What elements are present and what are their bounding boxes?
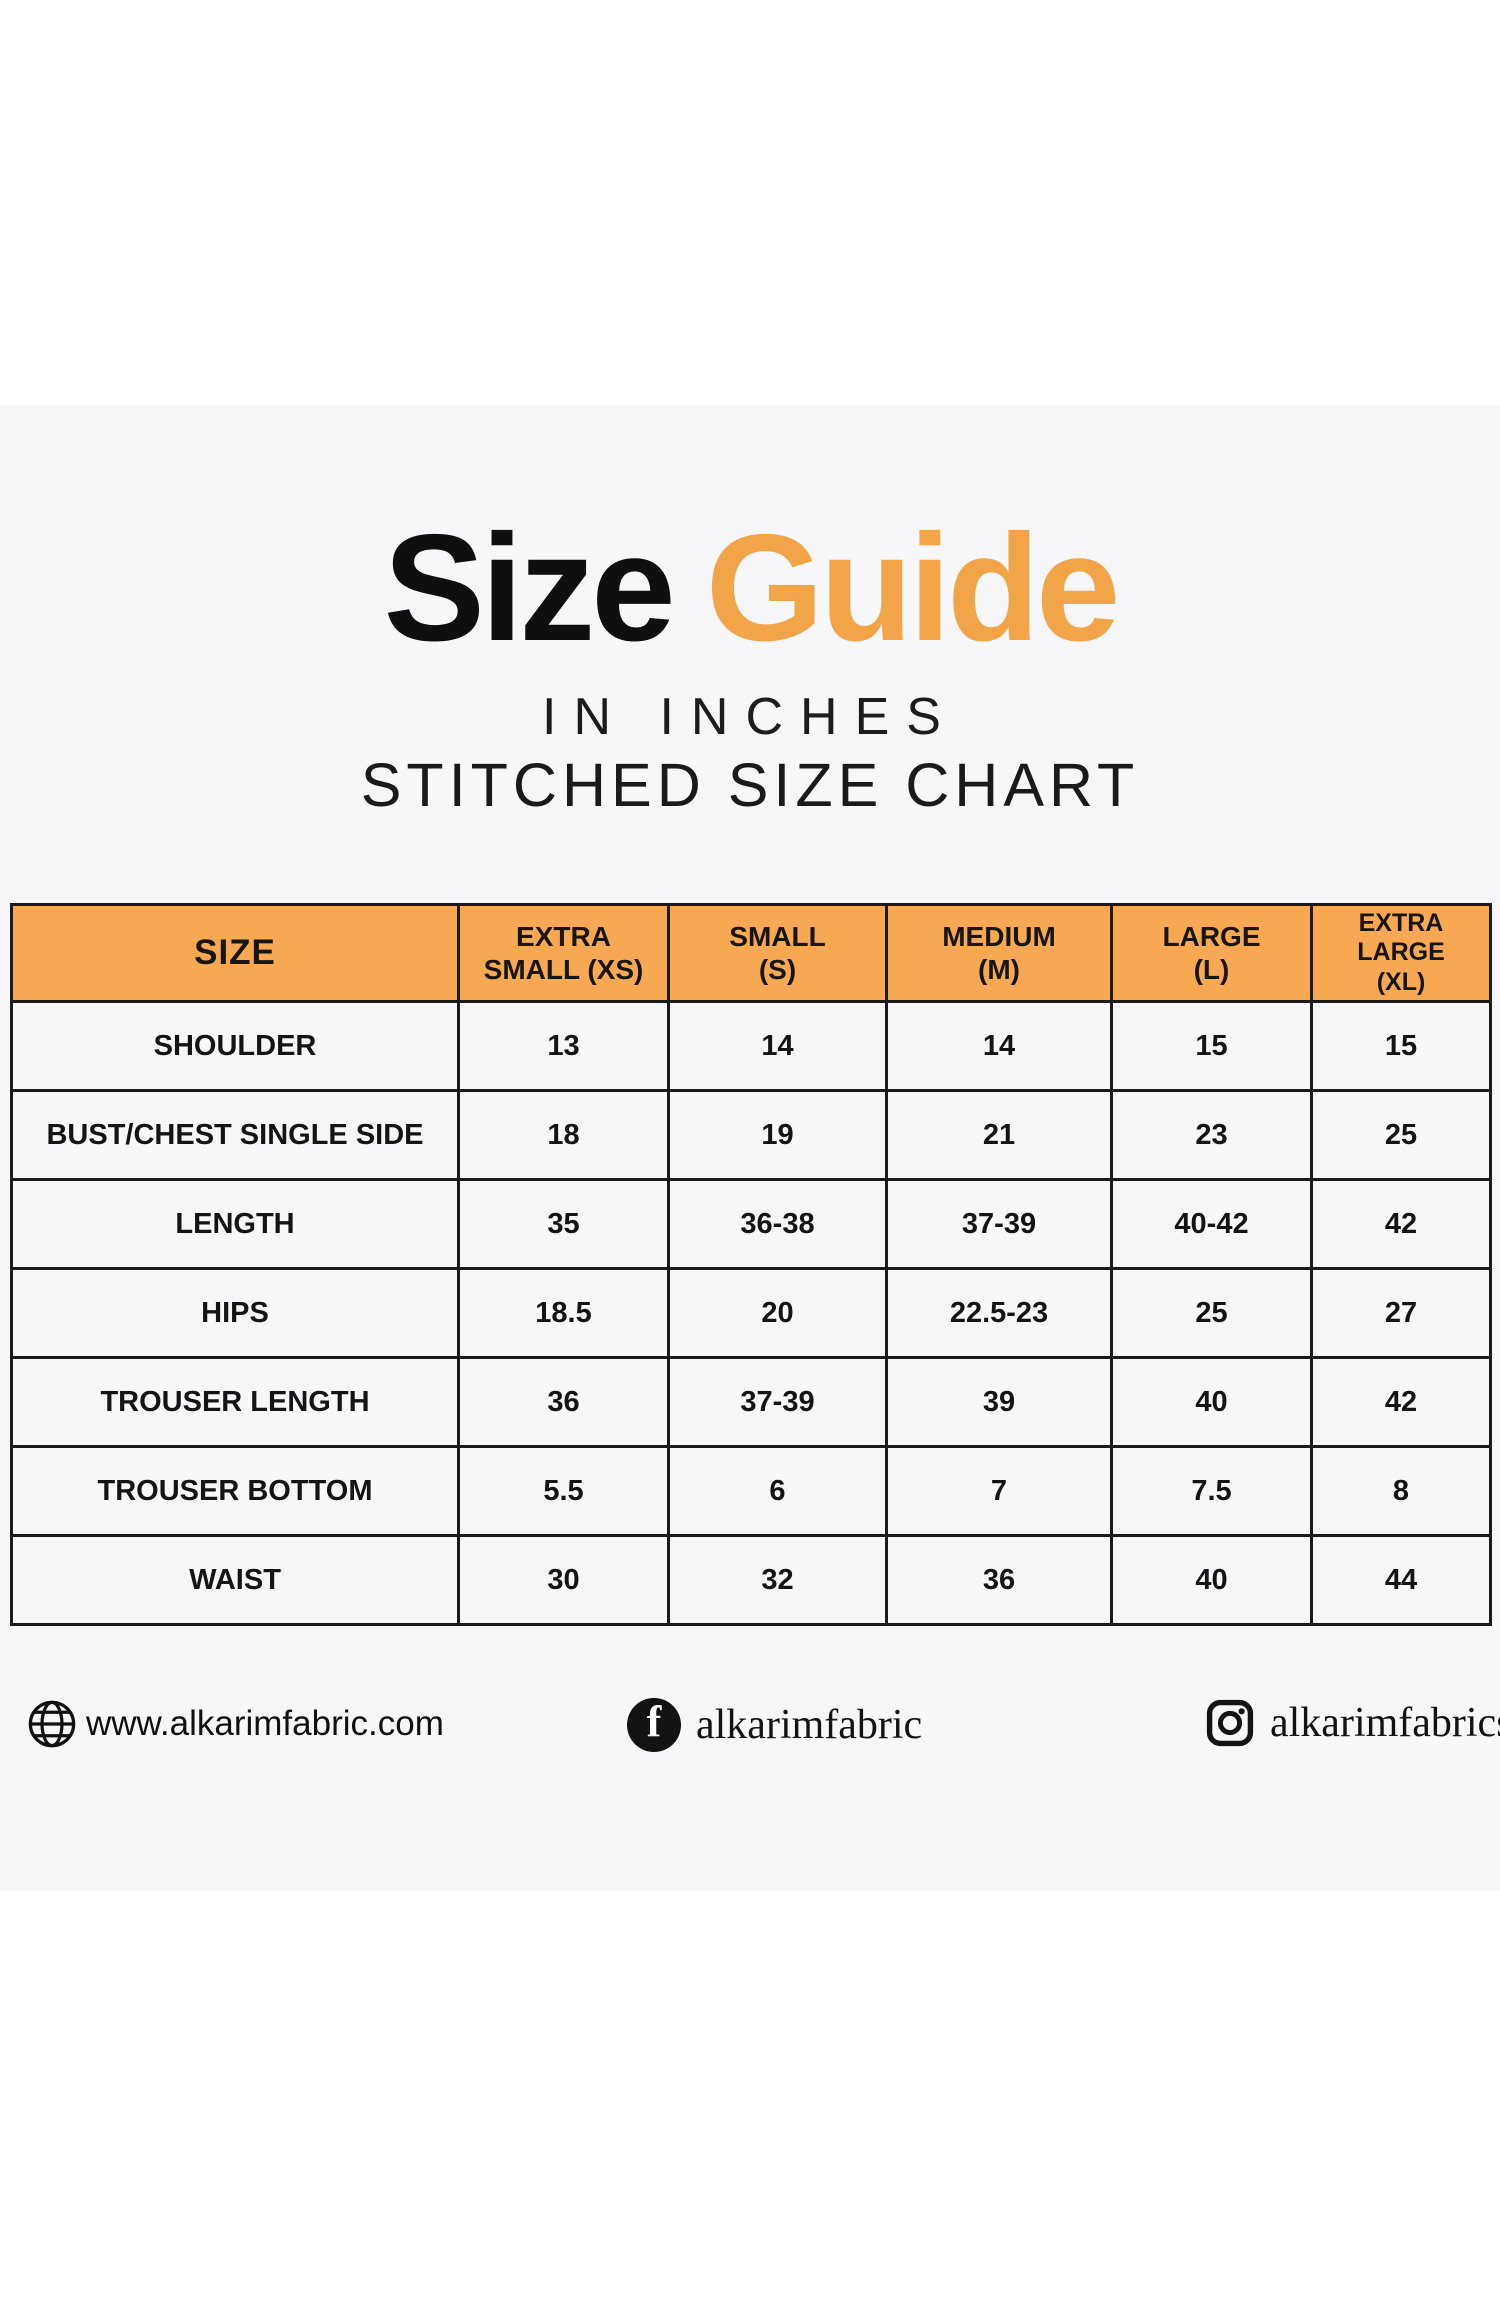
size-value-cell: 39 <box>885 1356 1113 1448</box>
size-value-cell: 25 <box>1110 1267 1313 1359</box>
table-row-waist: WAIST 30 32 36 40 44 <box>10 1534 1492 1626</box>
size-value-cell: 15 <box>1110 1000 1313 1092</box>
size-value-cell: 36-38 <box>667 1178 888 1270</box>
subtitle-stitched-size-chart: STITCHED SIZE CHART <box>360 751 1140 819</box>
row-label: WAIST <box>10 1534 460 1626</box>
instagram-icon <box>1206 1699 1254 1747</box>
size-value-cell: 35 <box>457 1178 670 1270</box>
size-value-cell: 30 <box>457 1534 670 1626</box>
facebook-icon: f <box>627 1698 681 1752</box>
size-value-cell: 5.5 <box>457 1445 670 1537</box>
website-contact: www.alkarimfabric.com <box>26 1698 444 1750</box>
instagram-contact: alkarimfabrics <box>1205 1698 1500 1748</box>
size-value-cell: 7 <box>885 1445 1113 1537</box>
subtitle-in-inches: IN INCHES <box>542 688 958 746</box>
size-value-cell: 20 <box>667 1267 888 1359</box>
size-value-cell: 23 <box>1110 1089 1313 1181</box>
globe-icon <box>28 1700 76 1748</box>
size-value-cell: 18.5 <box>457 1267 670 1359</box>
row-label: SHOULDER <box>10 1000 460 1092</box>
size-value-cell: 40 <box>1110 1356 1313 1448</box>
row-label: TROUSER BOTTOM <box>10 1445 460 1537</box>
table-row-trouser-bottom: TROUSER BOTTOM 5.5 6 7 7.5 8 <box>10 1445 1492 1537</box>
size-table: SIZE EXTRA SMALL (XS) SMALL (S) MEDIUM (… <box>10 903 1492 1626</box>
facebook-handle: alkarimfabric <box>696 1702 923 1748</box>
size-value-cell: 40 <box>1110 1534 1313 1626</box>
title-word-size: Size <box>383 503 676 673</box>
size-value-cell: 15 <box>1310 1000 1492 1092</box>
size-value-cell: 37-39 <box>667 1356 888 1448</box>
size-value-cell: 44 <box>1310 1534 1492 1626</box>
size-value-cell: 27 <box>1310 1267 1492 1359</box>
row-label: BUST/CHEST SINGLE SIDE <box>10 1089 460 1181</box>
size-value-cell: 25 <box>1310 1089 1492 1181</box>
table-row-hips: HIPS 18.5 20 22.5-23 25 27 <box>10 1267 1492 1359</box>
title-word-guide: Guide <box>705 503 1121 673</box>
row-label: HIPS <box>10 1267 460 1359</box>
size-value-cell: 32 <box>667 1534 888 1626</box>
size-value-cell: 36 <box>457 1356 670 1448</box>
size-value-cell: 18 <box>457 1089 670 1181</box>
table-row-trouser-length: TROUSER LENGTH 36 37-39 39 40 42 <box>10 1356 1492 1448</box>
col-header-extra-small: EXTRA SMALL (XS) <box>457 903 670 1003</box>
table-row-bust-chest: BUST/CHEST SINGLE SIDE 18 19 21 23 25 <box>10 1089 1492 1181</box>
row-label: TROUSER LENGTH <box>10 1356 460 1448</box>
col-header-extra-large: EXTRA LARGE (XL) <box>1310 903 1492 1003</box>
size-value-cell: 22.5-23 <box>885 1267 1113 1359</box>
size-value-cell: 42 <box>1310 1178 1492 1270</box>
table-row-length: LENGTH 35 36-38 37-39 40-42 42 <box>10 1178 1492 1270</box>
size-value-cell: 6 <box>667 1445 888 1537</box>
table-row-shoulder: SHOULDER 13 14 14 15 15 <box>10 1000 1492 1092</box>
size-value-cell: 13 <box>457 1000 670 1092</box>
instagram-handle: alkarimfabrics <box>1270 1700 1500 1746</box>
size-value-cell: 19 <box>667 1089 888 1181</box>
size-value-cell: 14 <box>667 1000 888 1092</box>
facebook-contact: f alkarimfabric <box>627 1698 922 1752</box>
page-title: Size Guide <box>0 503 1500 673</box>
col-header-large: LARGE (L) <box>1110 903 1313 1003</box>
size-value-cell: 42 <box>1310 1356 1492 1448</box>
col-header-small: SMALL (S) <box>667 903 888 1003</box>
col-header-medium: MEDIUM (M) <box>885 903 1113 1003</box>
row-label: LENGTH <box>10 1178 460 1270</box>
size-value-cell: 37-39 <box>885 1178 1113 1270</box>
size-value-cell: 7.5 <box>1110 1445 1313 1537</box>
website-url: www.alkarimfabric.com <box>86 1704 444 1743</box>
size-value-cell: 40-42 <box>1110 1178 1313 1270</box>
size-value-cell: 21 <box>885 1089 1113 1181</box>
header-row: SIZE EXTRA SMALL (XS) SMALL (S) MEDIUM (… <box>10 903 1492 1003</box>
size-value-cell: 8 <box>1310 1445 1492 1537</box>
footer-contacts: www.alkarimfabric.com f alkarimfabric al… <box>0 1698 1500 1770</box>
col-header-size: SIZE <box>10 903 460 1003</box>
size-value-cell: 36 <box>885 1534 1113 1626</box>
size-value-cell: 14 <box>885 1000 1113 1092</box>
content-band: Size Guide IN INCHES STITCHED SIZE CHART … <box>0 405 1500 1891</box>
